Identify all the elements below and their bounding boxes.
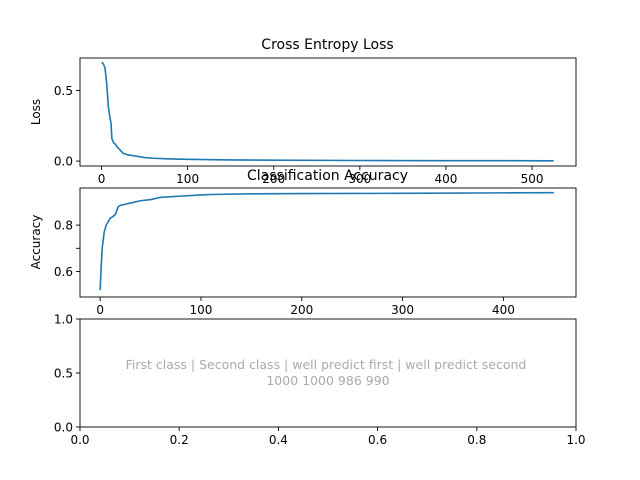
- counts-header-text: First class | Second class | well predic…: [126, 357, 527, 372]
- counts-x-tick-label: 0.2: [170, 433, 189, 447]
- counts-y-tick-label: 0.0: [54, 421, 73, 435]
- loss-x-tick-label: 200: [262, 172, 285, 186]
- loss-chart: Cross Entropy Loss Loss 0 100 200 300 400 500…: [29, 37, 577, 186]
- accuracy-x-tick-label: 100: [190, 303, 213, 317]
- counts-panel: 0.0 0.2 0.4 0.6 0.8 1.0 0.0 0.5 1.0 First class …: [54, 313, 586, 448]
- counts-x-tick-label: 0.6: [368, 433, 387, 447]
- counts-y-tick-label: 0.5: [54, 367, 73, 381]
- accuracy-x-tick-label: 400: [492, 303, 515, 317]
- loss-y-axis-label: Loss: [29, 99, 43, 125]
- loss-x-tick-label: 0: [98, 172, 106, 186]
- accuracy-chart: Classification Accuracy Accuracy 0 100 200…: [29, 168, 577, 317]
- loss-y-tick-label: 0.0: [54, 155, 73, 169]
- accuracy-x-tick-label: 0: [96, 303, 104, 317]
- counts-x-tick-label: 0.0: [70, 433, 89, 447]
- loss-series-line-0: [101, 61, 554, 162]
- counts-x-tick-label: 0.4: [269, 433, 288, 447]
- accuracy-x-tick-label: 300: [391, 303, 414, 317]
- loss-y-tick-label: 0.5: [54, 84, 73, 98]
- counts-values-text: 1000 1000 986 990: [266, 373, 389, 388]
- accuracy-plot-frame: [79, 187, 577, 298]
- counts-y-tick-label: 1.0: [54, 313, 73, 327]
- accuracy-y-tick-label: 0.8: [54, 219, 73, 233]
- loss-x-tick-label: 300: [348, 172, 371, 186]
- loss-plot-frame: [79, 57, 577, 167]
- accuracy-y-tick-label: 0.6: [54, 265, 73, 279]
- accuracy-series-line-0: [99, 191, 554, 291]
- loss-x-tick-label: 500: [521, 172, 544, 186]
- loss-x-tick-label: 400: [435, 172, 458, 186]
- counts-x-tick-label: 1.0: [566, 433, 585, 447]
- counts-x-tick-label: 0.8: [467, 433, 486, 447]
- accuracy-y-axis-label: Accuracy: [29, 215, 43, 270]
- loss-x-tick-label: 100: [176, 172, 199, 186]
- accuracy-x-tick-label: 200: [290, 303, 313, 317]
- accuracy-chart-title: Classification Accuracy: [247, 168, 408, 184]
- loss-chart-title: Cross Entropy Loss: [261, 37, 393, 53]
